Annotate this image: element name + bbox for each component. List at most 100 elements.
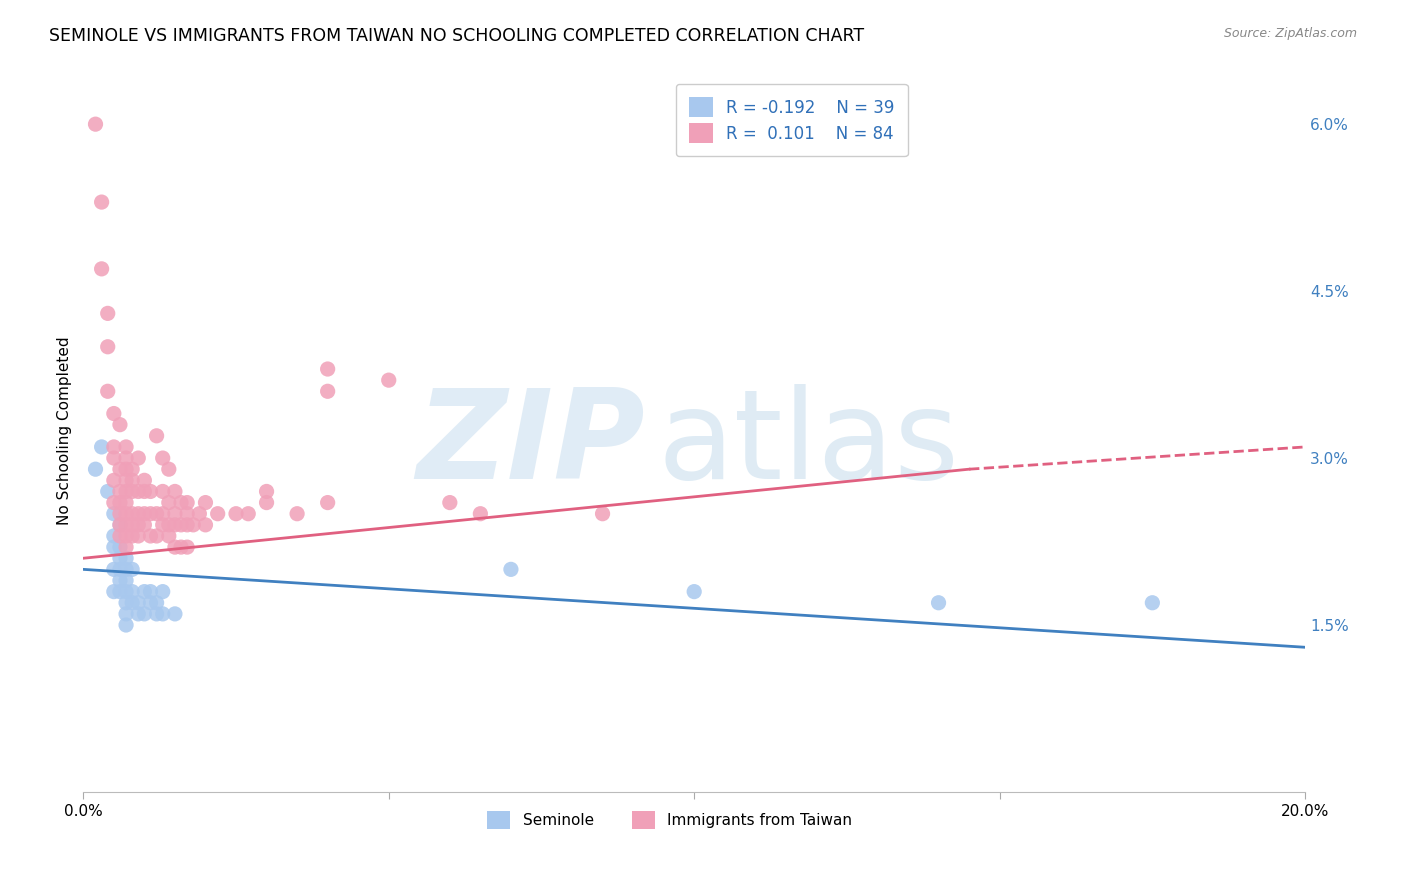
Point (157, 462, 180, 476)
Point (152, 451, 174, 466)
Point (152, 484, 174, 499)
Point (256, 484, 278, 499)
Point (97, 306, 120, 320)
Point (90, 440, 112, 454)
Point (152, 517, 174, 532)
Point (439, 495, 461, 509)
Point (157, 495, 180, 509)
Point (108, 495, 131, 509)
Point (134, 517, 156, 532)
Point (115, 540, 138, 554)
Point (152, 584, 174, 599)
Point (84, 462, 107, 476)
Point (115, 484, 138, 499)
Point (103, 584, 125, 599)
Point (134, 584, 156, 599)
Point (121, 507, 143, 521)
Point (121, 529, 143, 543)
Point (97, 484, 120, 499)
Point (127, 507, 149, 521)
Point (103, 529, 125, 543)
Point (115, 440, 138, 454)
Point (163, 607, 186, 621)
Point (238, 507, 260, 521)
Point (176, 540, 198, 554)
Point (108, 517, 131, 532)
Point (90, 195, 112, 210)
Point (1142, 596, 1164, 610)
Point (139, 507, 162, 521)
Point (139, 596, 162, 610)
Point (194, 517, 217, 532)
Point (103, 407, 125, 421)
Point (127, 596, 149, 610)
Point (103, 451, 125, 466)
Point (121, 484, 143, 499)
Point (108, 462, 131, 476)
Point (127, 607, 149, 621)
Point (157, 517, 180, 532)
Point (139, 529, 162, 543)
Point (316, 362, 339, 376)
Point (121, 462, 143, 476)
Point (170, 540, 193, 554)
Point (170, 495, 193, 509)
Point (108, 562, 131, 576)
Point (176, 507, 198, 521)
Point (145, 607, 167, 621)
Point (207, 507, 229, 521)
Point (108, 584, 131, 599)
Point (134, 484, 156, 499)
Point (115, 473, 138, 487)
Point (127, 529, 149, 543)
Text: Source: ZipAtlas.com: Source: ZipAtlas.com (1223, 27, 1357, 40)
Point (157, 529, 180, 543)
Point (84, 117, 107, 131)
Point (121, 562, 143, 576)
Point (188, 507, 211, 521)
Point (163, 540, 186, 554)
Point (103, 473, 125, 487)
Point (115, 451, 138, 466)
Point (285, 507, 308, 521)
Point (115, 584, 138, 599)
Point (115, 618, 138, 632)
Point (108, 484, 131, 499)
Point (97, 340, 120, 354)
Legend: Seminole, Immigrants from Taiwan: Seminole, Immigrants from Taiwan (481, 805, 858, 835)
Point (176, 495, 198, 509)
Point (170, 517, 193, 532)
Point (470, 507, 492, 521)
Point (97, 384, 120, 399)
Point (108, 507, 131, 521)
Point (181, 517, 204, 532)
Point (176, 517, 198, 532)
Point (108, 574, 131, 588)
Point (134, 473, 156, 487)
Point (115, 596, 138, 610)
Point (163, 517, 186, 532)
Point (134, 507, 156, 521)
Point (115, 607, 138, 621)
Point (139, 584, 162, 599)
Point (121, 584, 143, 599)
Text: atlas: atlas (658, 384, 960, 505)
Point (134, 607, 156, 621)
Point (316, 495, 339, 509)
Point (163, 484, 186, 499)
Point (377, 373, 399, 387)
Point (103, 495, 125, 509)
Point (115, 529, 138, 543)
Point (108, 540, 131, 554)
Point (108, 551, 131, 566)
Point (163, 507, 186, 521)
Point (108, 529, 131, 543)
Point (256, 495, 278, 509)
Point (108, 417, 131, 432)
Point (115, 462, 138, 476)
Point (592, 507, 614, 521)
Point (152, 607, 174, 621)
Point (115, 507, 138, 521)
Point (121, 596, 143, 610)
Point (115, 562, 138, 576)
